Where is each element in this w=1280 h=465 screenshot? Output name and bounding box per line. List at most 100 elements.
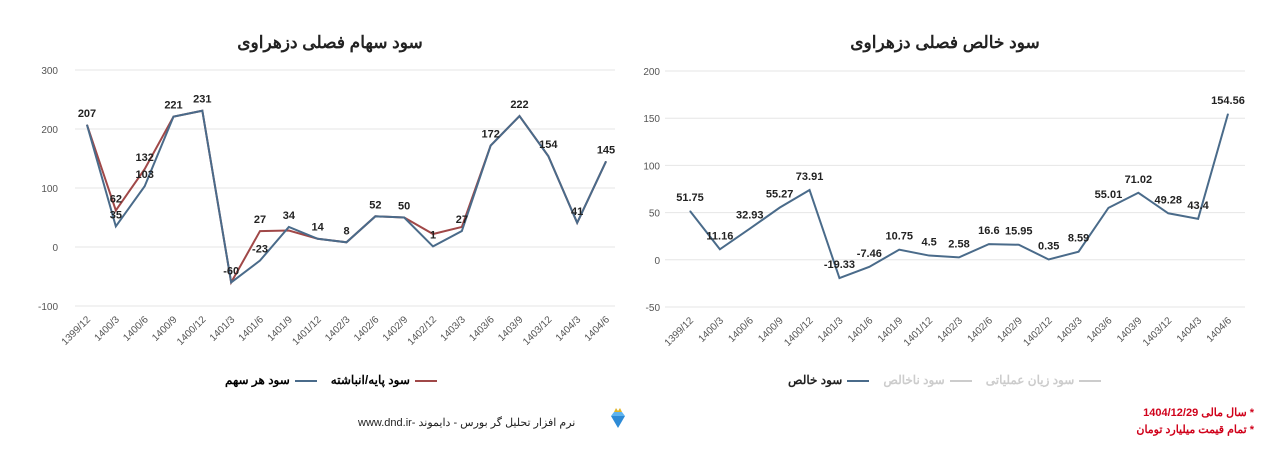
data-point [346,241,347,243]
x-tick-label: 1402/6 [352,314,382,344]
data-label: 4.5 [921,237,936,249]
data-label: 27 [456,214,468,226]
data-label: 55.01 [1095,189,1123,201]
series-line [86,109,607,285]
legend-item-net-profit[interactable]: سود خالص [788,373,870,387]
x-tick-label: 1401/6 [846,315,876,345]
data-label: 35 [110,209,122,221]
y-tick-label: 300 [41,66,58,77]
legend-item-gross-profit[interactable]: سود ناخالص [883,373,972,387]
data-label: 71.02 [1125,174,1153,186]
y-tick-label: 150 [643,114,660,125]
data-point [173,116,174,118]
data-label: 16.6 [978,225,999,237]
data-point [374,215,376,217]
data-label: 103 [135,169,153,181]
data-label: 8 [343,225,349,237]
fiscal-year-note: * سال مالی 1404/12/29 [1143,407,1254,419]
data-point [490,145,492,147]
data-point [779,207,781,209]
data-point [115,209,117,211]
data-label: 62 [110,193,122,205]
y-tick-label: 100 [41,184,58,195]
x-tick-label: 1404/6 [583,314,613,344]
x-tick-label: 1400/12 [175,314,209,348]
y-tick-label: -50 [646,303,661,314]
data-point [1197,218,1199,220]
data-point [144,168,146,170]
data-label: 132 [135,152,153,164]
data-point [988,243,990,245]
data-point [1078,251,1080,253]
data-point [317,238,319,240]
data-label: 231 [193,94,211,106]
y-tick-label: 0 [52,243,58,254]
legend-item-basic-eps[interactable]: سود پایه/انباشته [331,373,437,387]
data-point [898,249,900,251]
x-tick-label: 1403/6 [1085,315,1115,345]
y-tick-label: 50 [649,209,661,220]
x-tick-label: 1403/12 [521,314,555,348]
data-point [432,245,434,247]
data-point [259,230,261,232]
data-label: 27 [254,214,266,226]
x-tick-label: 1402/3 [936,315,966,345]
data-point [719,248,721,250]
footnotes: * سال مالی 1404/12/29 * تمام قیمت میلیار… [1136,405,1254,439]
x-tick-label: 1403/6 [467,314,497,344]
x-tick-label: 1403/3 [439,314,469,344]
data-label: 34 [283,210,296,222]
data-label: 154 [539,139,558,151]
x-tick-label: 1402/3 [323,314,353,344]
legend-item-operating-profit[interactable]: سود زیان عملیاتی [986,373,1102,387]
y-tick-label: 200 [643,67,660,78]
software-credit: نرم افزار تحلیل گر بورس - دایموند -www.d… [358,417,576,429]
data-point [432,233,434,235]
data-label: 145 [597,144,615,156]
data-point [868,266,870,268]
units-note: * تمام قیمت میلیارد تومان [1136,424,1254,436]
data-label: -60 [223,265,239,277]
data-label: 73.91 [796,171,824,183]
y-tick-label: 100 [643,161,660,172]
data-point [461,230,463,232]
data-label: 0.35 [1038,240,1059,252]
data-point [1137,192,1139,194]
data-point [144,185,146,187]
data-point [1048,258,1050,260]
legend-item-eps[interactable]: سود هر سهم [225,373,317,387]
data-label: 207 [78,108,96,120]
data-point [519,115,520,117]
x-tick-label: 1400/3 [93,314,123,344]
data-point [230,281,232,283]
data-label: 2.58 [948,238,969,250]
data-label: 32.93 [736,210,764,222]
y-tick-label: 0 [654,256,660,267]
x-tick-label: 1400/6 [726,315,756,345]
data-label: 51.75 [676,192,704,204]
data-label: -7.46 [857,248,882,260]
x-tick-label: 1402/12 [406,314,440,348]
data-point [809,189,811,191]
data-point [1018,244,1020,246]
right-legend: سود زیان عملیاتی سود ناخالص سود خالص [788,373,1102,387]
data-point [1227,113,1229,115]
data-point [288,226,290,228]
data-label: 10.75 [885,231,913,243]
data-point [461,226,463,228]
data-label: 15.95 [1005,226,1033,238]
diamond-logo-icon [608,408,628,430]
x-tick-label: 1399/12 [663,315,697,349]
data-point [1107,207,1109,209]
x-tick-label: 1401/12 [290,314,324,348]
y-tick-label: 200 [41,125,58,136]
data-point [749,228,751,230]
x-tick-label: 1404/3 [1175,315,1205,345]
data-label: 154.56 [1211,95,1245,107]
x-tick-label: 1400/3 [697,315,727,345]
data-point [115,225,117,227]
data-label: 222 [510,99,528,111]
data-label: 52 [369,199,381,211]
data-label: 221 [164,100,182,112]
